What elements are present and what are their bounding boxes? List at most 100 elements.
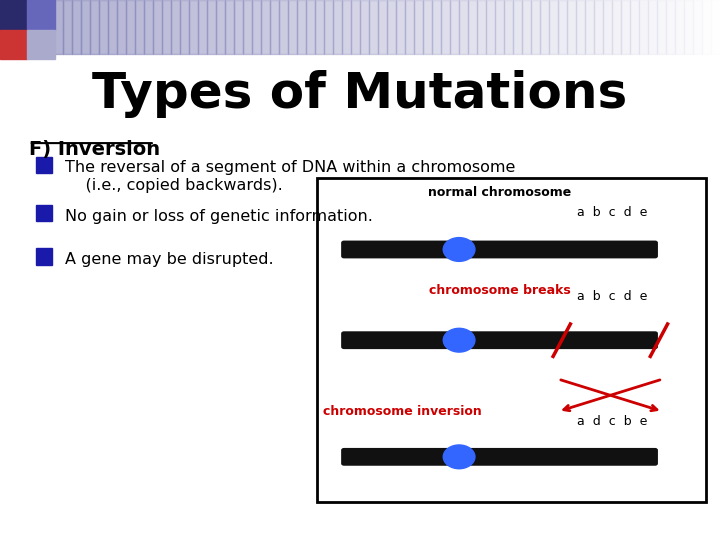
Bar	[261, 0, 270, 54]
Bar	[441, 0, 450, 54]
Bar	[423, 0, 432, 54]
Bar	[450, 0, 459, 54]
Bar	[684, 0, 693, 54]
Text: No gain or loss of genetic information.: No gain or loss of genetic information.	[65, 209, 373, 224]
Bar	[117, 0, 126, 54]
Bar	[576, 0, 585, 54]
Text: normal chromosome: normal chromosome	[428, 186, 571, 199]
Bar	[126, 0, 135, 54]
Bar	[324, 0, 333, 54]
Bar	[558, 0, 567, 54]
Bar	[0, 30, 27, 59]
Bar	[675, 0, 684, 54]
Bar	[27, 0, 36, 54]
Bar	[657, 0, 666, 54]
Bar	[252, 0, 261, 54]
Bar	[468, 0, 477, 54]
Bar	[405, 0, 414, 54]
Bar	[648, 0, 657, 54]
Bar	[63, 0, 72, 54]
Bar	[315, 0, 324, 54]
Bar	[306, 0, 315, 54]
Text: F) Inversion: F) Inversion	[29, 140, 160, 159]
Bar	[279, 0, 288, 54]
Text: a  d  c  b  e: a d c b e	[577, 415, 647, 428]
Bar	[36, 248, 52, 265]
Bar	[630, 0, 639, 54]
Bar	[45, 0, 54, 54]
Bar	[54, 0, 63, 54]
Bar	[162, 0, 171, 54]
Bar	[522, 0, 531, 54]
Bar	[360, 0, 369, 54]
Bar	[504, 0, 513, 54]
Bar	[702, 0, 711, 54]
Bar	[396, 0, 405, 54]
Bar	[171, 0, 180, 54]
Bar	[711, 0, 720, 54]
Bar	[225, 0, 234, 54]
FancyBboxPatch shape	[341, 448, 658, 465]
Circle shape	[444, 238, 475, 261]
Bar	[36, 157, 52, 173]
Bar	[387, 0, 396, 54]
Bar	[18, 0, 27, 54]
Text: a  b  c  d  e: a b c d e	[577, 290, 647, 303]
Bar	[36, 0, 45, 54]
Bar	[612, 0, 621, 54]
Bar	[378, 0, 387, 54]
FancyBboxPatch shape	[341, 240, 658, 258]
Bar	[288, 0, 297, 54]
Bar	[180, 0, 189, 54]
Bar	[459, 0, 468, 54]
Bar	[414, 0, 423, 54]
Text: A gene may be disrupted.: A gene may be disrupted.	[65, 252, 274, 267]
Bar	[297, 0, 306, 54]
Text: Types of Mutations: Types of Mutations	[92, 70, 628, 118]
Text: The reversal of a segment of DNA within a chromosome
    (i.e., copied backwards: The reversal of a segment of DNA within …	[65, 160, 516, 193]
Bar	[477, 0, 486, 54]
Bar	[135, 0, 144, 54]
Bar	[270, 0, 279, 54]
Bar	[216, 0, 225, 54]
Bar	[567, 0, 576, 54]
Bar	[153, 0, 162, 54]
Bar	[594, 0, 603, 54]
Bar	[333, 0, 342, 54]
Bar	[540, 0, 549, 54]
Circle shape	[444, 445, 475, 469]
Bar	[0, 0, 27, 30]
Bar	[639, 0, 648, 54]
Bar	[108, 0, 117, 54]
Text: chromosome breaks: chromosome breaks	[428, 284, 570, 296]
Bar	[0, 0, 9, 54]
Bar	[81, 0, 90, 54]
Bar	[144, 0, 153, 54]
Bar	[666, 0, 675, 54]
Bar	[198, 0, 207, 54]
Bar	[27, 30, 55, 59]
FancyBboxPatch shape	[317, 178, 706, 502]
FancyBboxPatch shape	[341, 332, 658, 349]
Bar	[207, 0, 216, 54]
Circle shape	[444, 328, 475, 352]
Text: chromosome inversion: chromosome inversion	[323, 405, 482, 418]
Bar	[99, 0, 108, 54]
Bar	[585, 0, 594, 54]
Bar	[432, 0, 441, 54]
Bar	[342, 0, 351, 54]
Bar	[693, 0, 702, 54]
Text: a  b  c  d  e: a b c d e	[577, 206, 647, 219]
Bar	[36, 205, 52, 221]
Bar	[9, 0, 18, 54]
Bar	[549, 0, 558, 54]
Bar	[495, 0, 504, 54]
Bar	[234, 0, 243, 54]
Bar	[531, 0, 540, 54]
Bar	[513, 0, 522, 54]
Bar	[486, 0, 495, 54]
Bar	[189, 0, 198, 54]
Bar	[27, 0, 55, 30]
Bar	[72, 0, 81, 54]
Bar	[90, 0, 99, 54]
